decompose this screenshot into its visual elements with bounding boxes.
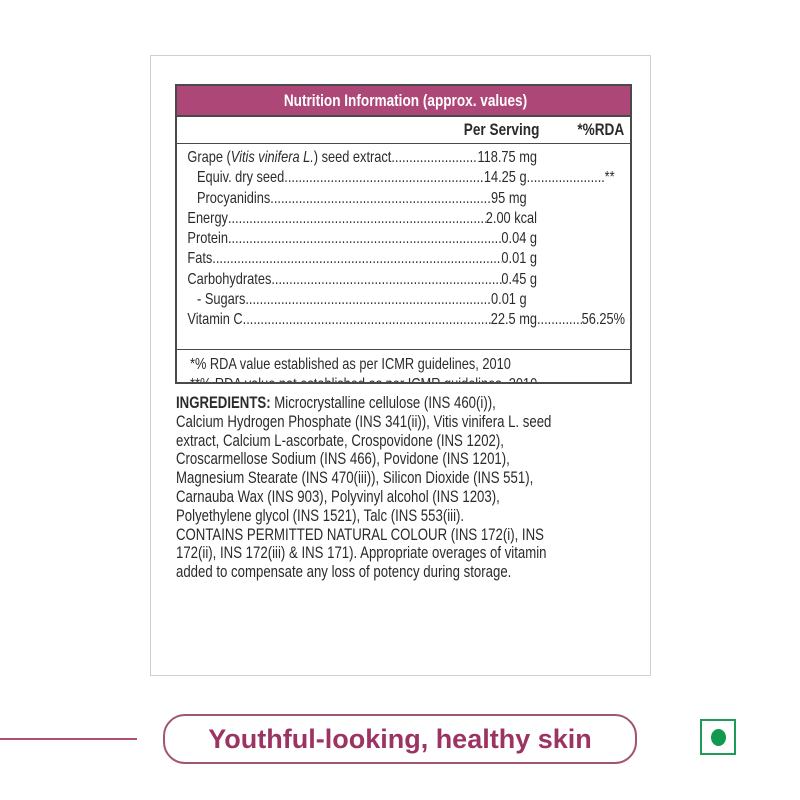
nutrient-value: 0.01 g xyxy=(491,291,527,309)
table-row: Procyanidins 95 mg xyxy=(177,189,629,209)
col-rda: *%RDA xyxy=(577,120,625,139)
nutrient-name: - Sugars xyxy=(197,291,246,309)
nutrient-name: Carbohydrates xyxy=(187,270,272,288)
leader-dots xyxy=(245,290,491,310)
leader-dots xyxy=(537,310,582,330)
nutrient-value: 0.01 g xyxy=(501,250,537,268)
divider-line xyxy=(0,738,137,740)
nutrient-name: Energy xyxy=(187,209,228,227)
ingredients-line: CONTAINS PERMITTED NATURAL COLOUR (INS 1… xyxy=(176,525,544,544)
nutrient-name: Vitamin C xyxy=(187,311,243,329)
leader-dots xyxy=(228,229,501,249)
ingredients-line: extract, Calcium L-ascorbate, Crospovido… xyxy=(176,431,504,450)
leader-dots xyxy=(284,168,484,188)
ingredients: INGREDIENTS: Microcrystalline cellulose … xyxy=(176,394,646,582)
nutrient-value: 0.45 g xyxy=(501,270,537,288)
nutrition-table: Nutrition Information (approx. values) P… xyxy=(175,84,632,384)
leader-dots xyxy=(243,310,491,330)
table-row: Energy 2.00 kcal xyxy=(177,209,629,229)
table-row: Vitamin C 22.5 mg 56.25% xyxy=(177,310,629,330)
nutrient-value: 2.00 kcal xyxy=(485,209,537,227)
rda-value: 56.25% xyxy=(581,311,625,329)
leader-dots xyxy=(391,148,477,168)
ingredients-line: Magnesium Stearate (INS 470(iii)), Silic… xyxy=(176,469,534,488)
nutrient-value: 14.25 g xyxy=(483,169,527,187)
ingredients-line: Croscarmellose Sodium (INS 466), Povidon… xyxy=(176,450,510,469)
leader-dots xyxy=(271,270,501,290)
table-row: - Sugars 0.01 g xyxy=(177,290,629,310)
ingredients-line: added to compensate any loss of potency … xyxy=(176,563,512,582)
nutrient-value: 22.5 mg xyxy=(490,311,537,329)
nutrition-table-header: Nutrition Information (approx. values) xyxy=(177,86,630,117)
tagline-badge: Youthful-looking, healthy skin xyxy=(163,714,637,764)
nutrient-rows: Grape (Vitis vinifera L.) seed extract 11… xyxy=(177,144,630,350)
ingredients-line: Carnauba Wax (INS 903), Polyvinyl alcoho… xyxy=(176,487,500,506)
footnotes: *% RDA value established as per ICMR gui… xyxy=(177,350,630,382)
table-row: Carbohydrates 0.45 g xyxy=(177,270,629,290)
nutrient-name: Equiv. dry seed xyxy=(197,169,285,187)
ingredients-line: INGREDIENTS: Microcrystalline cellulose … xyxy=(176,394,496,412)
veg-mark-icon xyxy=(700,719,736,755)
column-headers: Per Serving *%RDA xyxy=(177,117,630,144)
table-row: Grape (Vitis vinifera L.) seed extract 11… xyxy=(177,148,629,168)
nutrient-name: Protein xyxy=(187,230,228,248)
label-card xyxy=(150,55,651,676)
table-row: Equiv. dry seed 14.25 g ** xyxy=(177,168,629,188)
col-per-serving: Per Serving xyxy=(463,120,540,139)
ingredients-line: Polyethylene glycol (INS 1521), Talc (IN… xyxy=(176,506,465,525)
table-title: Nutrition Information (approx. values) xyxy=(283,91,528,110)
nutrient-value: 0.04 g xyxy=(501,230,537,248)
nutrient-value: 95 mg xyxy=(491,189,527,207)
ingredients-line: Calcium Hydrogen Phosphate (INS 341(ii))… xyxy=(176,412,552,431)
leader-dots xyxy=(527,168,605,188)
ingredients-label: INGREDIENTS: xyxy=(176,394,271,412)
nutrient-name: Fats xyxy=(187,250,213,268)
leader-dots xyxy=(212,249,501,269)
leader-dots xyxy=(270,189,491,209)
footnote: *% RDA value established as per ICMR gui… xyxy=(190,356,511,373)
table-row: Protein 0.04 g xyxy=(177,229,629,249)
footnote: **% RDA value not established as per ICM… xyxy=(190,375,630,382)
ingredients-line: 172(ii), INS 172(iii) & INS 171). Approp… xyxy=(176,544,547,563)
table-row: Fats 0.01 g xyxy=(177,249,629,269)
nutrient-name: Grape (Vitis vinifera L.) seed extract xyxy=(187,149,392,166)
rda-value: ** xyxy=(604,169,615,187)
leader-dots xyxy=(228,209,486,229)
nutrient-name: Procyanidins xyxy=(197,189,271,207)
nutrient-value: 118.75 mg xyxy=(477,149,537,166)
